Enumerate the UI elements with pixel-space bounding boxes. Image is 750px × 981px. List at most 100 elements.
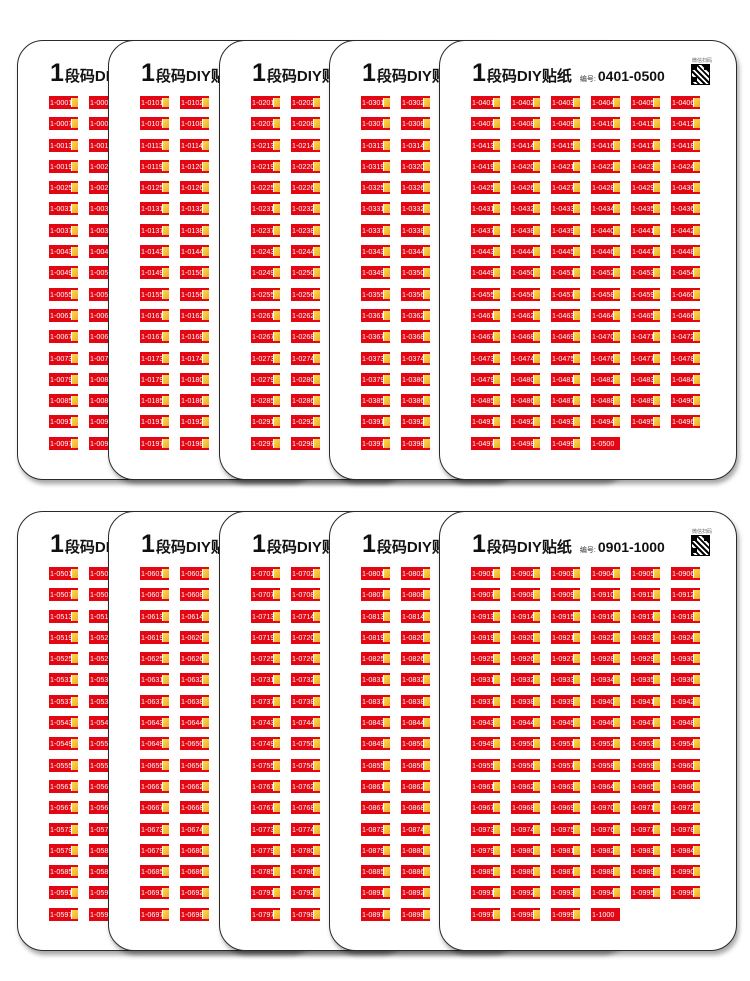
number-sticker: 1-0891	[361, 886, 390, 900]
sticker-label: 1-0279	[252, 374, 275, 384]
sticker-label: 1-0930	[672, 654, 695, 664]
sticker-label: 1-0926	[512, 654, 535, 664]
sticker-label: 1-0079	[50, 374, 73, 384]
pencil-icon	[573, 310, 580, 320]
sticker-label: 1-0149	[141, 268, 164, 278]
number-sticker: 1-0939	[551, 694, 580, 708]
number-sticker: 1-0942	[671, 694, 700, 708]
number-sticker: 1-0933	[551, 673, 580, 687]
sticker-label: 1-0992	[512, 888, 535, 898]
sticker-label: 1-0091	[50, 417, 73, 427]
number-sticker: 1-0436	[671, 202, 700, 216]
sticker-label: 1-0380	[402, 374, 425, 384]
number-sticker: 1-0991	[471, 886, 500, 900]
sticker-label: 1-0434	[592, 204, 615, 214]
number-sticker: 1-0424	[671, 159, 700, 173]
pencil-icon	[423, 760, 430, 770]
sticker-label: 1-0929	[632, 654, 655, 664]
sticker-label: 1-0465	[632, 310, 655, 320]
sticker-label: 1-0838	[402, 696, 425, 706]
sticker-label: 1-0429	[632, 183, 655, 193]
number-sticker: 1-0446	[591, 245, 620, 259]
pencil-icon	[573, 590, 580, 600]
sticker-label: 1-0019	[50, 161, 73, 171]
number-sticker: 1-0994	[591, 886, 620, 900]
number-sticker: 1-0255	[251, 287, 280, 301]
pencil-icon	[71, 590, 78, 600]
pencil-icon	[313, 98, 320, 107]
sticker-label: 1-0808	[402, 590, 425, 600]
pencil-icon	[693, 718, 700, 728]
pencil-icon	[423, 438, 430, 448]
pencil-icon	[653, 247, 660, 257]
sticker-label: 1-0903	[552, 569, 575, 578]
sticker-label: 1-0902	[512, 569, 535, 578]
sticker-card[interactable]: 微信扫码 1 段码DIY贴纸 编号: 0901-1000 1-0901 1-0902 1-09…	[439, 511, 737, 951]
pencil-icon	[533, 161, 540, 171]
sticker-label: 1-0673	[141, 824, 164, 834]
sticker-label: 1-0585	[50, 867, 73, 877]
number-sticker: 1-0025	[49, 181, 78, 195]
sticker-label: 1-0997	[472, 909, 495, 919]
number-sticker: 1-0631	[140, 673, 169, 687]
sticker-label: 1-0459	[632, 289, 655, 299]
sticker-label: 1-0984	[672, 845, 695, 855]
pencil-icon	[693, 632, 700, 642]
sticker-label: 1-0638	[181, 696, 204, 706]
pencil-icon	[71, 867, 78, 877]
title-name: 段码DI	[64, 539, 110, 556]
number-sticker: 1-0989	[631, 865, 660, 879]
pencil-icon	[162, 590, 169, 600]
pencil-icon	[162, 161, 169, 171]
pencil-icon	[493, 569, 500, 578]
sticker-label: 1-0261	[252, 310, 275, 320]
sticker-label: 1-0314	[402, 140, 425, 150]
number-sticker: 1-0979	[471, 843, 500, 857]
pencil-icon	[383, 803, 390, 813]
number-sticker: 1-0331	[361, 202, 390, 216]
pencil-icon	[383, 867, 390, 877]
pencil-icon	[162, 310, 169, 320]
pencil-icon	[693, 310, 700, 320]
pencil-icon	[383, 611, 390, 621]
sticker-label: 1-0086	[90, 396, 113, 406]
sticker-label: 1-0425	[472, 183, 495, 193]
pencil-icon	[383, 119, 390, 129]
pencil-icon	[313, 867, 320, 877]
sticker-label: 1-0092	[90, 417, 113, 427]
pencil-icon	[653, 289, 660, 299]
pencil-icon	[383, 632, 390, 642]
sticker-label: 1-0905	[632, 569, 655, 578]
sticker-label: 1-0756	[292, 760, 315, 770]
sticker-label: 1-0107	[141, 119, 164, 129]
sticker-label: 1-0802	[402, 569, 425, 578]
sticker-label: 1-0980	[512, 845, 535, 855]
sticker-label: 1-0919	[472, 632, 495, 642]
card-title: 1 段码DIY贴纸 编号: 0901-1000	[472, 530, 665, 558]
sticker-label: 1-0934	[592, 675, 615, 685]
sticker-label: 1-0037	[50, 225, 73, 235]
sticker-label: 1-0631	[141, 675, 164, 685]
pencil-icon	[71, 310, 78, 320]
number-sticker: 1-0469	[551, 330, 580, 344]
pencil-icon	[533, 268, 540, 278]
pencil-icon	[613, 289, 620, 299]
sticker-label: 1-0038	[90, 225, 113, 235]
number-sticker: 1-0416	[591, 138, 620, 152]
number-sticker: 1-0480	[511, 372, 540, 386]
pencil-icon	[653, 204, 660, 214]
title-number: 1	[141, 530, 155, 558]
title-number: 1	[50, 59, 64, 87]
pencil-icon	[273, 888, 280, 898]
sticker-label: 1-0925	[472, 654, 495, 664]
title-number: 1	[362, 530, 376, 558]
number-sticker: 1-0168	[180, 330, 209, 344]
number-label: 编号:	[579, 547, 596, 554]
number-sticker: 1-0484	[671, 372, 700, 386]
sticker-card[interactable]: 微信扫码 1 段码DIY贴纸 编号: 0401-0500 1-0401 1-0402 1-04…	[439, 40, 737, 480]
pencil-icon	[313, 781, 320, 791]
pencil-icon	[383, 140, 390, 150]
sticker-label: 1-0500	[592, 438, 615, 448]
pencil-icon	[383, 353, 390, 363]
number-sticker: 1-0202	[291, 96, 320, 109]
